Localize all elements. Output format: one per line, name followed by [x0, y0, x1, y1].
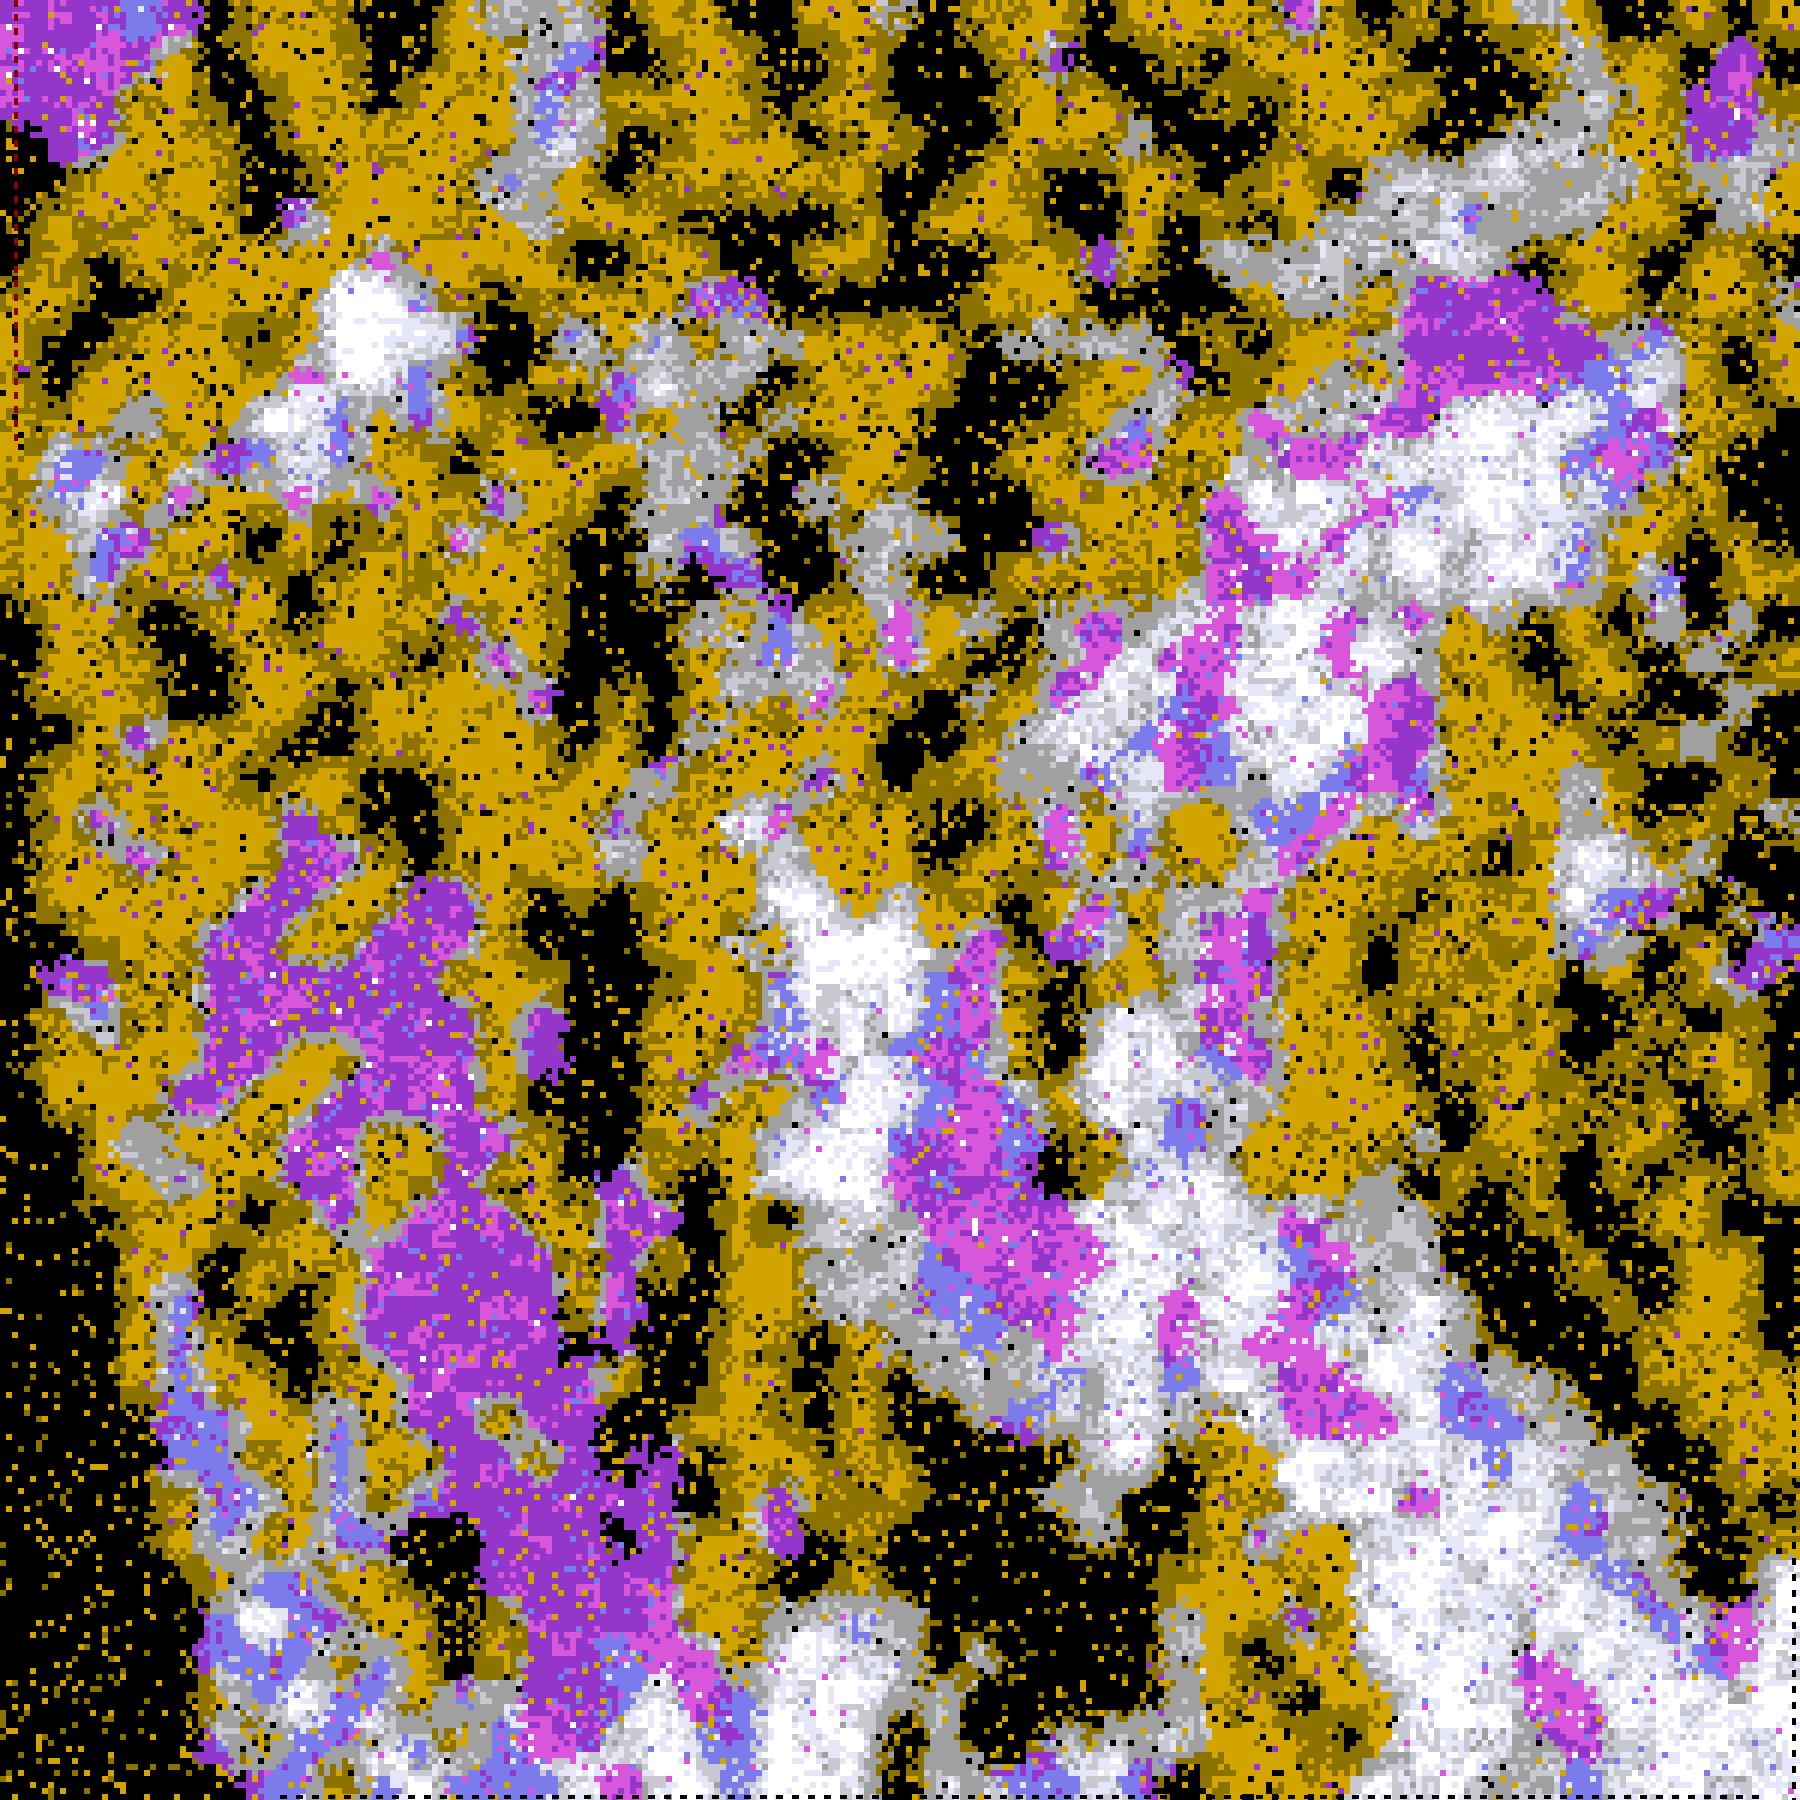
satellite-image-figure [0, 0, 1800, 1800]
satellite-image-canvas [0, 0, 1800, 1800]
